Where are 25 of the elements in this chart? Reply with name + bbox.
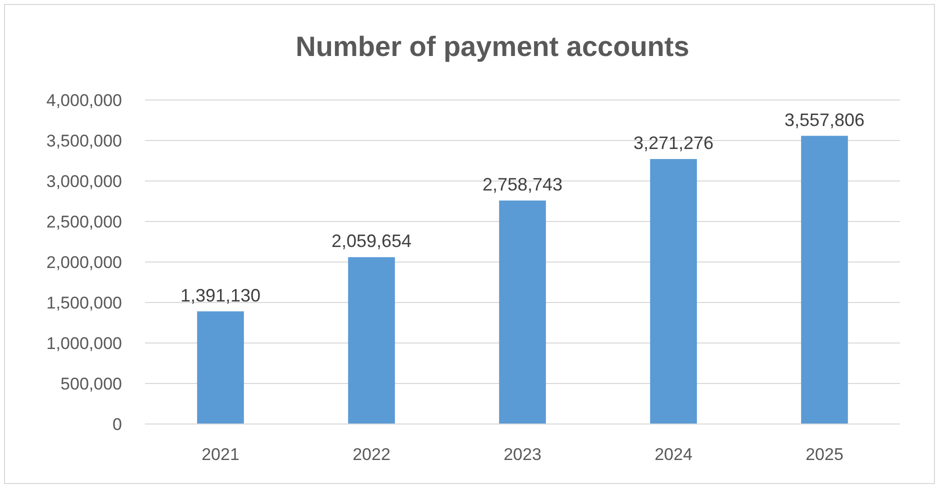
bar <box>650 159 697 424</box>
data-label: 2,059,654 <box>331 231 412 252</box>
data-label: 2,758,743 <box>482 174 563 195</box>
bar <box>499 200 546 424</box>
x-tick-label: 2025 <box>806 445 844 464</box>
data-label: 1,391,130 <box>180 285 261 306</box>
data-label: 3,557,806 <box>784 110 865 130</box>
x-tick-label: 2024 <box>654 445 692 464</box>
data-label: 3,271,276 <box>633 133 714 154</box>
y-tick-label: 3,000,000 <box>46 172 122 191</box>
chart-title: Number of payment accounts <box>296 31 690 62</box>
y-tick-label: 500,000 <box>60 374 122 394</box>
x-tick-label: 2023 <box>504 445 542 464</box>
y-tick-label: 2,500,000 <box>46 212 122 232</box>
bar <box>348 257 395 424</box>
x-tick-label: 2022 <box>352 445 390 464</box>
y-tick-label: 1,000,000 <box>46 334 122 353</box>
bar <box>197 311 244 424</box>
x-tick-label: 2021 <box>202 445 240 464</box>
bar <box>801 136 848 424</box>
y-tick-label: 1,500,000 <box>46 294 122 312</box>
y-tick-label: 4,000,000 <box>46 91 122 110</box>
y-tick-label: 2,000,000 <box>46 253 122 272</box>
y-tick-label: 3,500,000 <box>46 132 122 150</box>
y-tick-label: 0 <box>112 415 122 434</box>
